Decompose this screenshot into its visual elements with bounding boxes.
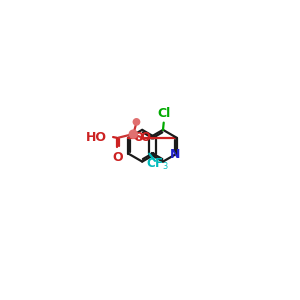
Text: N: N <box>170 148 181 161</box>
Text: Cl: Cl <box>157 107 170 121</box>
Text: O: O <box>112 151 123 164</box>
Circle shape <box>133 119 140 125</box>
Text: HO: HO <box>85 130 106 144</box>
Text: O: O <box>141 130 151 144</box>
Text: CF$_3$: CF$_3$ <box>146 157 169 172</box>
Text: O: O <box>134 130 144 144</box>
Circle shape <box>129 130 137 138</box>
